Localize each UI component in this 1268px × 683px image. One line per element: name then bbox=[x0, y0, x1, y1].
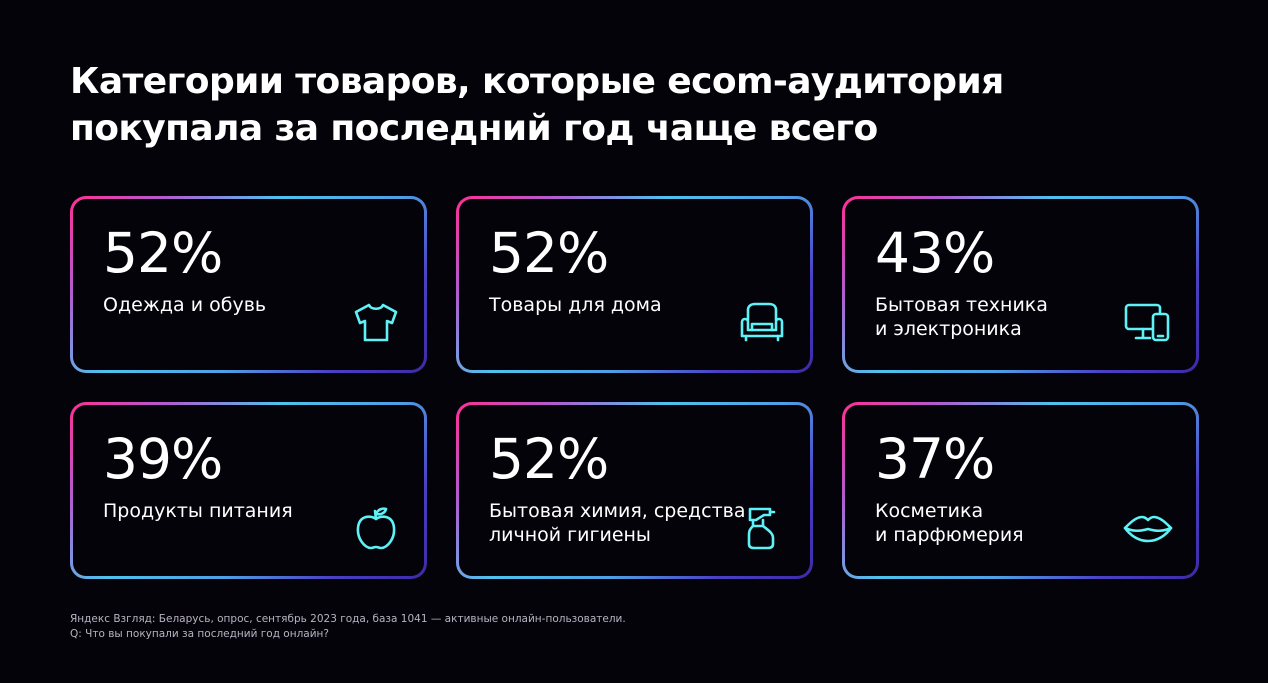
category-percent: 52% bbox=[489, 427, 609, 491]
t-shirt-icon bbox=[350, 296, 402, 348]
category-label-line: Продукты питания bbox=[103, 500, 293, 522]
category-label: Продукты питания bbox=[103, 499, 353, 523]
spray-bottle-icon bbox=[736, 502, 788, 554]
category-card-food: 39% Продукты питания bbox=[70, 402, 427, 579]
apple-icon bbox=[350, 502, 402, 554]
category-percent: 52% bbox=[489, 221, 609, 285]
page-title: Категории товаров, которые ecom-аудитори… bbox=[70, 58, 1070, 152]
category-label-line: Бытовая химия, средства bbox=[489, 500, 746, 522]
lips-icon bbox=[1122, 502, 1174, 554]
category-label-line: личной гигиены bbox=[489, 524, 651, 546]
category-label: Одежда и обувь bbox=[103, 293, 353, 317]
category-label: Бытовая техника и электроника bbox=[875, 293, 1125, 341]
category-percent: 37% bbox=[875, 427, 995, 491]
category-label-line: и электроника bbox=[875, 318, 1022, 340]
page-title-line-2: покупала за последний год чаще всего bbox=[70, 108, 878, 149]
footnote-question: Q: Что вы покупали за последний год онла… bbox=[70, 628, 329, 640]
category-percent: 52% bbox=[103, 221, 223, 285]
category-card-home: 52% Товары для дома bbox=[456, 196, 813, 373]
category-card-clothing: 52% Одежда и обувь bbox=[70, 196, 427, 373]
category-percent: 43% bbox=[875, 221, 995, 285]
category-label: Товары для дома bbox=[489, 293, 739, 317]
category-label-line: Бытовая техника bbox=[875, 294, 1048, 316]
category-label-line: Товары для дома bbox=[489, 294, 662, 316]
category-label-line: Косметика bbox=[875, 500, 984, 522]
footnote-source: Яндекс Взгляд: Беларусь, опрос, сентябрь… bbox=[70, 613, 626, 625]
armchair-icon bbox=[736, 296, 788, 348]
devices-icon bbox=[1122, 296, 1174, 348]
footnote: Яндекс Взгляд: Беларусь, опрос, сентябрь… bbox=[70, 612, 626, 642]
category-card-household-chemicals: 52% Бытовая химия, средства личной гигие… bbox=[456, 402, 813, 579]
category-card-electronics: 43% Бытовая техника и электроника bbox=[842, 196, 1199, 373]
category-label: Бытовая химия, средства личной гигиены bbox=[489, 499, 746, 547]
category-card-cosmetics: 37% Косметика и парфюмерия bbox=[842, 402, 1199, 579]
category-label: Косметика и парфюмерия bbox=[875, 499, 1125, 547]
category-percent: 39% bbox=[103, 427, 223, 491]
page-title-line-1: Категории товаров, которые ecom-аудитори… bbox=[70, 61, 1004, 102]
category-label-line: Одежда и обувь bbox=[103, 294, 267, 316]
category-label-line: и парфюмерия bbox=[875, 524, 1024, 546]
